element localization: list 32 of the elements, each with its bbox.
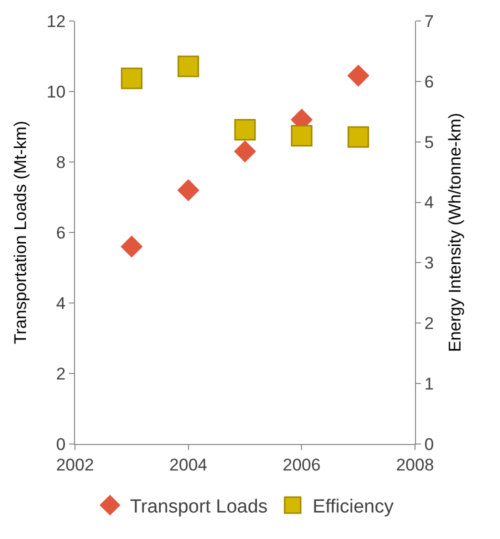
point [348,126,370,148]
y-tick-label: 2 [56,364,66,384]
point [347,64,370,87]
y-tick-label: 8 [56,152,66,172]
y-tick-label: 12 [46,12,66,31]
x-tick-label: 2002 [56,455,94,474]
y-tick-label: 6 [56,223,66,242]
point [234,140,256,162]
y2-tick-label: 6 [424,72,434,92]
point [290,125,312,147]
point [234,119,256,141]
y2-axis-title: Energy Intensity (Wh/tonne-km) [445,112,464,352]
x-tick-label: 2004 [169,455,208,474]
y-tick-label: 0 [56,434,66,454]
y2-tick-label: 1 [424,374,434,394]
y2-tick-label: 3 [424,254,434,273]
x-tick-label: 2006 [282,455,321,474]
y-tick-label: 10 [46,82,66,102]
point [120,68,142,90]
x-tick-label: 2008 [396,455,434,474]
y2-tick-label: 0 [424,434,434,454]
legend-label: Efficiency [312,496,394,518]
point [177,179,200,202]
legend-label: Transport Loads [130,496,268,518]
y-axis-title: Transportation Loads (Mt-km) [11,120,30,344]
y2-tick-label: 4 [424,193,434,212]
y2-tick-label: 7 [424,12,434,31]
point [178,56,200,78]
y-tick-label: 4 [56,294,66,313]
y2-tick-label: 5 [424,132,434,152]
point [120,236,143,258]
y2-tick-label: 2 [424,314,434,334]
